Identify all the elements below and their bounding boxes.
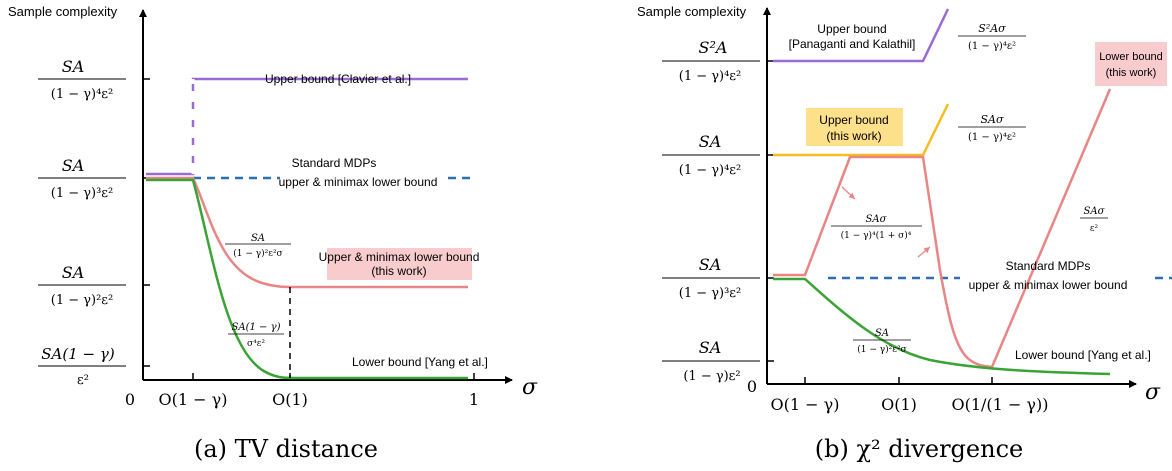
svg-text:(1 − γ)²ε²σ: (1 − γ)²ε²σ [233,248,282,259]
panel-b-x-tick-label: O(1 − γ) [771,395,840,414]
svg-text:(1 − γ)ε²: (1 − γ)ε² [683,369,740,384]
panel-b-mid-expr: SAσ (1 − γ)⁴(1 + σ)⁴ [831,214,922,241]
panel-b-standard-mdp-label-2: upper & minimax lower bound [969,278,1128,292]
panel-a-y-tick-label: SA (1 − γ)⁴ε² [38,57,126,102]
svg-text:S²Aσ: S²Aσ [978,22,1006,35]
panel-b-origin: 0 [747,377,757,396]
panel-a-this-work-label-2: (this work) [371,264,426,278]
panel-b-x-axis-symbol: σ [1145,380,1161,405]
panel-b-this-work-lower-box [1095,42,1167,86]
panel-b-panaganti-label-2: [Panaganti and Kalathil] [789,37,916,51]
svg-text:SA: SA [62,263,85,282]
panel-b-this-work-upper-label-1: Upper bound [819,113,888,127]
svg-text:SA: SA [699,132,722,151]
panel-a: Sample complexity σ SA (1 − γ)⁴ε² SA (1 … [8,4,538,463]
panel-b-y-tick-label: SA (1 − γ)⁴ε² [662,132,760,178]
panel-a-x-axis-symbol: σ [522,375,538,400]
svg-text:SA(1 − γ): SA(1 − γ) [41,345,115,363]
panel-b-y-axis-title: Sample complexity [637,4,747,19]
svg-text:(1 − γ)⁴ε²: (1 − γ)⁴ε² [679,163,742,178]
panel-b-panaganti-label-1: Upper bound [817,22,886,36]
svg-text:(1 − γ)²ε²: (1 − γ)²ε² [51,293,114,308]
panel-b-panaganti-upper-line [773,8,950,63]
svg-text:(1 − γ)⁴ε²: (1 − γ)⁴ε² [679,69,742,84]
panel-a-red-expr: SA (1 − γ)²ε²σ [225,233,291,259]
panel-a-x-tick-label: O(1 − γ) [159,390,228,409]
svg-text:(1 − γ)²ε²σ: (1 − γ)²ε²σ [857,344,906,355]
panel-b: Sample complexity σ 0 S²A (1 − γ)⁴ε² SA … [637,4,1172,463]
svg-text:(1 − γ)³ε²: (1 − γ)³ε² [51,186,114,201]
svg-text:(1 − γ)⁴(1 + σ)⁴: (1 − γ)⁴(1 + σ)⁴ [841,230,912,241]
svg-text:SA(1 − γ): SA(1 − γ) [232,322,281,333]
panel-a-yang-label: Lower bound [Yang et al.] [352,355,488,369]
panel-b-right-expr: SAσ ε² [1080,206,1108,234]
panel-b-yang-lower-line [773,277,1111,376]
svg-text:SAσ: SAσ [981,113,1004,126]
panel-b-green-expr: SA (1 − γ)²ε²σ [853,328,911,355]
panel-b-this-work-upper-box [806,108,903,146]
svg-text:SAσ: SAσ [866,214,888,225]
svg-text:SA: SA [875,328,889,339]
svg-text:ε²: ε² [77,373,89,388]
panel-a-green-expr: SA(1 − γ) σ⁴ε² [228,322,284,349]
panel-b-yang-label: Lower bound [Yang et al.] [1015,348,1151,362]
panel-b-yellow-expr: SAσ (1 − γ)⁴ε² [958,113,1026,143]
panel-a-yang-lower-line [146,178,468,380]
panel-b-x-tick-label: O(1) [881,395,917,414]
panel-a-standard-mdp-label-2: upper & minimax lower bound [279,175,438,189]
panel-b-y-tick-label: SA (1 − γ)ε² [662,338,760,384]
svg-text:SAσ: SAσ [1084,206,1106,217]
svg-text:SA: SA [251,233,265,244]
panel-a-y-tick-label: SA(1 − γ) ε² [38,345,126,388]
svg-text:(1 − γ)³ε²: (1 − γ)³ε² [679,286,742,301]
panel-a-y-tick-label: SA (1 − γ)³ε² [38,156,126,201]
panel-b-standard-mdp-label-1: Standard MDPs [1006,259,1091,273]
panel-b-x-tick-label: O(1/(1 − γ)) [952,395,1049,414]
svg-text:SA: SA [62,156,85,175]
panel-b-y-tick-label: S²A (1 − γ)⁴ε² [662,38,760,84]
svg-text:(1 − γ)⁴ε²: (1 − γ)⁴ε² [968,41,1016,52]
panel-a-x-tick-label: 1 [469,390,479,409]
panel-b-y-tick-label: SA (1 − γ)³ε² [662,255,760,301]
svg-text:SA: SA [699,255,722,274]
panel-a-caption: (a) TV distance [194,435,378,463]
panel-b-red-pointer [917,246,931,258]
panel-b-caption: (b) χ² divergence [815,435,1023,463]
panel-a-this-work-box [327,248,472,280]
svg-text:(1 − γ)⁴ε²: (1 − γ)⁴ε² [51,87,114,102]
panel-b-purple-expr: S²Aσ (1 − γ)⁴ε² [958,22,1026,52]
panel-b-this-work-lower-line [773,88,1112,369]
panel-a-y-tick-label: SA (1 − γ)²ε² [38,263,126,308]
panel-a-y-axis-title: Sample complexity [8,4,118,19]
svg-text:SA: SA [699,338,722,357]
svg-text:σ⁴ε²: σ⁴ε² [247,339,265,349]
svg-text:SA: SA [62,57,85,76]
panel-a-standard-mdp-label-1: Standard MDPs [292,156,377,170]
panel-a-this-work-upper-line [146,176,468,289]
panel-b-this-work-lower-label-1: Lower bound [1099,51,1163,63]
panel-a-x-tick-label: 0 [125,390,135,409]
panel-b-this-work-lower-label-2: (this work) [1106,67,1157,79]
svg-text:S²A: S²A [699,38,728,57]
panel-a-clavier-label: Upper bound [Clavier et al.] [265,72,411,86]
panel-b-this-work-upper-line [773,103,950,157]
panel-a-x-tick-label: O(1) [272,390,308,409]
svg-text:ε²: ε² [1090,224,1099,234]
panel-b-red-pointer [841,186,856,200]
svg-text:(1 − γ)⁴ε²: (1 − γ)⁴ε² [968,132,1016,143]
panel-b-this-work-upper-label-2: (this work) [826,129,881,143]
panel-a-this-work-label-1: Upper & minimax lower bound [319,250,480,264]
panel-a-clavier-upper-line [146,77,468,176]
